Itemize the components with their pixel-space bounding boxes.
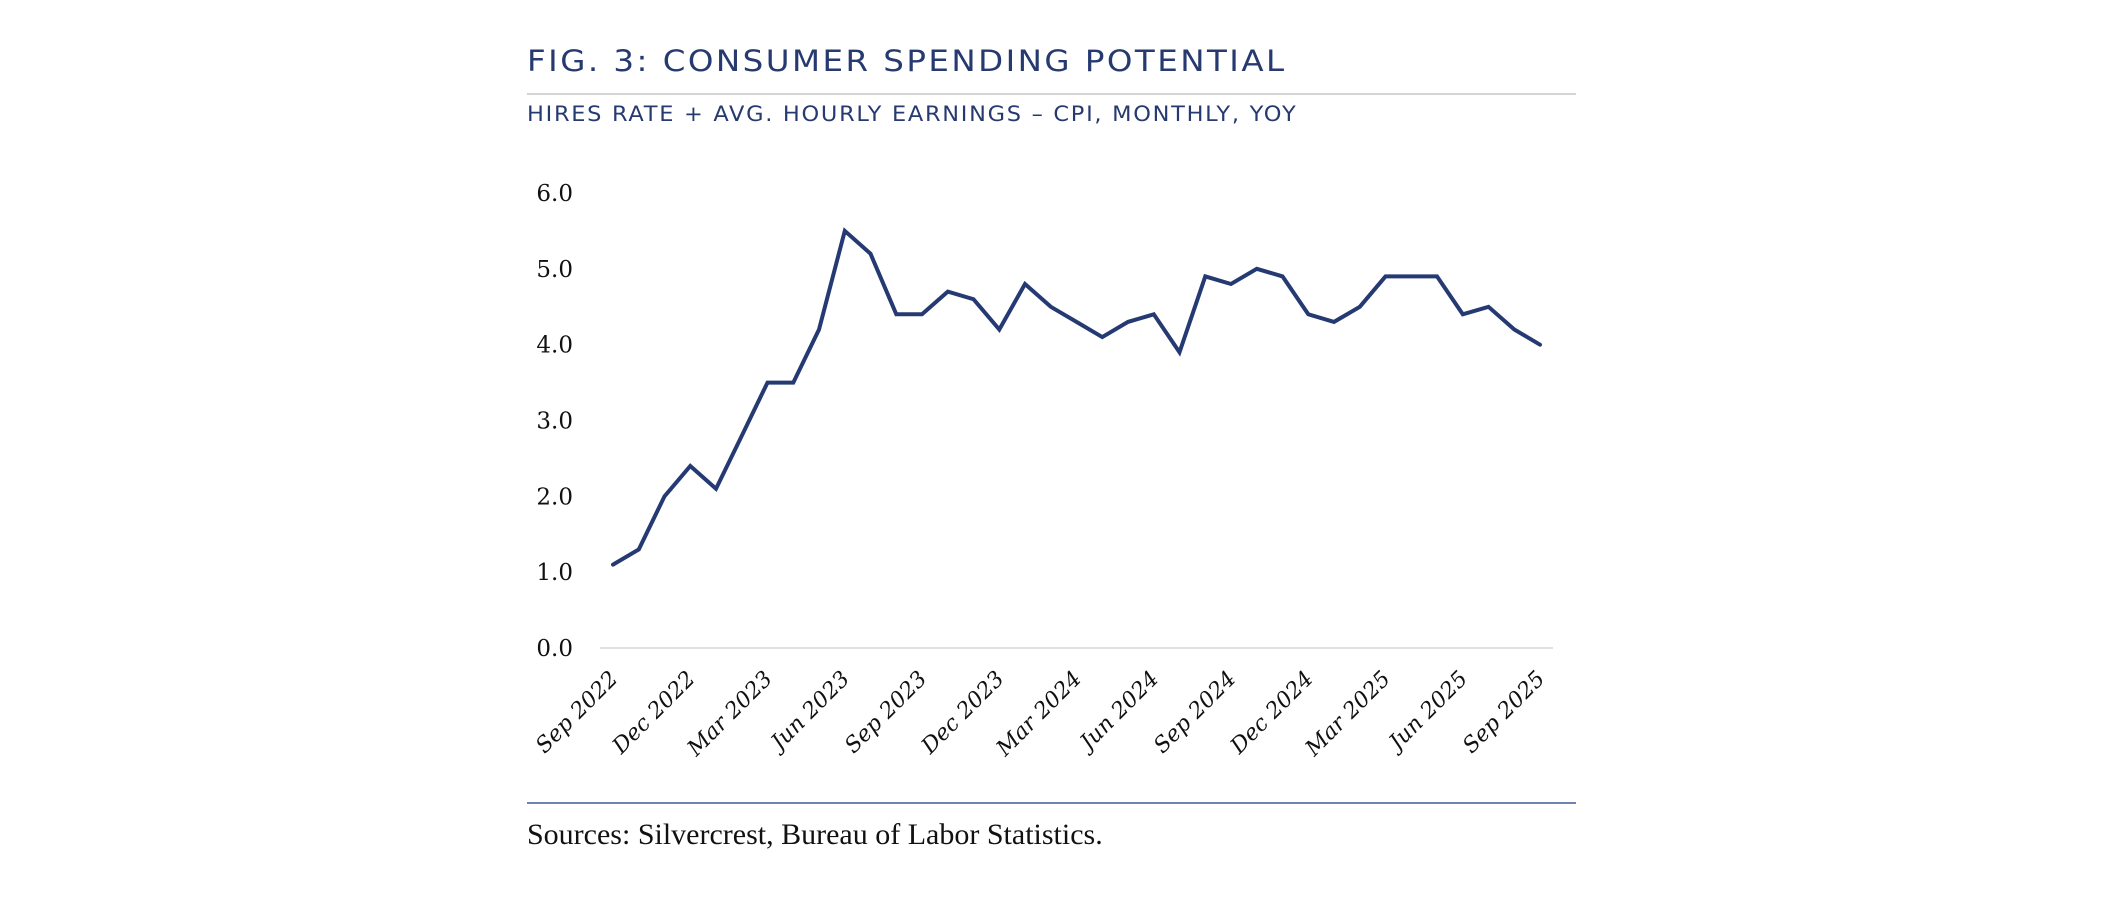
series-line [611, 227, 1542, 567]
data-point [688, 464, 692, 468]
data-point [766, 381, 770, 385]
data-point [1461, 312, 1465, 316]
data-point [1126, 320, 1130, 324]
data-point [714, 487, 718, 491]
x-tick-label: Jun 2023 [764, 667, 855, 758]
data-point [1023, 282, 1027, 286]
data-point [663, 494, 667, 498]
data-point [894, 312, 898, 316]
data-point [920, 312, 924, 316]
y-tick-label: 4.0 [536, 333, 573, 359]
data-point [1178, 350, 1182, 354]
y-tick-label: 2.0 [536, 484, 573, 510]
data-point [611, 563, 615, 567]
y-tick-label: 3.0 [536, 409, 573, 435]
data-point [1435, 274, 1439, 278]
data-point [791, 381, 795, 385]
data-point [1384, 274, 1388, 278]
data-point [1358, 305, 1362, 309]
data-point [1281, 274, 1285, 278]
y-tick-label: 0.0 [536, 636, 573, 662]
series-group [611, 227, 1542, 567]
title-divider [527, 93, 1576, 95]
x-tick-label: Sep 2022 [531, 667, 623, 759]
data-point [1487, 305, 1491, 309]
data-point [869, 252, 873, 256]
figure-subtitle: HIRES RATE + AVG. HOURLY EARNINGS – CPI,… [527, 102, 1298, 126]
data-point [997, 328, 1001, 332]
x-tick-label: Jun 2025 [1382, 667, 1473, 758]
data-point [1152, 312, 1156, 316]
data-point [817, 328, 821, 332]
data-point [1409, 274, 1413, 278]
x-tick-label: Jun 2024 [1073, 667, 1164, 758]
data-point [1306, 312, 1310, 316]
x-tick-label: Sep 2023 [840, 667, 932, 759]
data-point [1203, 274, 1207, 278]
y-tick-label: 1.0 [536, 560, 573, 586]
data-point [1332, 320, 1336, 324]
data-point [1538, 343, 1542, 347]
y-tick-label: 5.0 [536, 257, 573, 283]
data-point [1100, 335, 1104, 339]
data-point [740, 434, 744, 438]
y-axis: 0.0 1.0 2.0 3.0 4.0 5.0 6.0 [536, 181, 573, 662]
data-point [637, 547, 641, 551]
data-point [1049, 305, 1053, 309]
data-point [1075, 320, 1079, 324]
source-note: Sources: Silvercrest, Bureau of Labor St… [527, 818, 1103, 851]
data-point [946, 290, 950, 294]
x-tick-label: Sep 2025 [1458, 667, 1550, 759]
x-tick-label: Sep 2024 [1149, 667, 1241, 759]
data-point [1229, 282, 1233, 286]
source-divider [527, 802, 1576, 804]
data-point [972, 297, 976, 301]
y-tick-label: 6.0 [536, 181, 573, 207]
data-point [1255, 267, 1259, 271]
figure-title: FIG. 3: CONSUMER SPENDING POTENTIAL [527, 44, 1287, 78]
data-point [1512, 328, 1516, 332]
data-point [843, 229, 847, 233]
